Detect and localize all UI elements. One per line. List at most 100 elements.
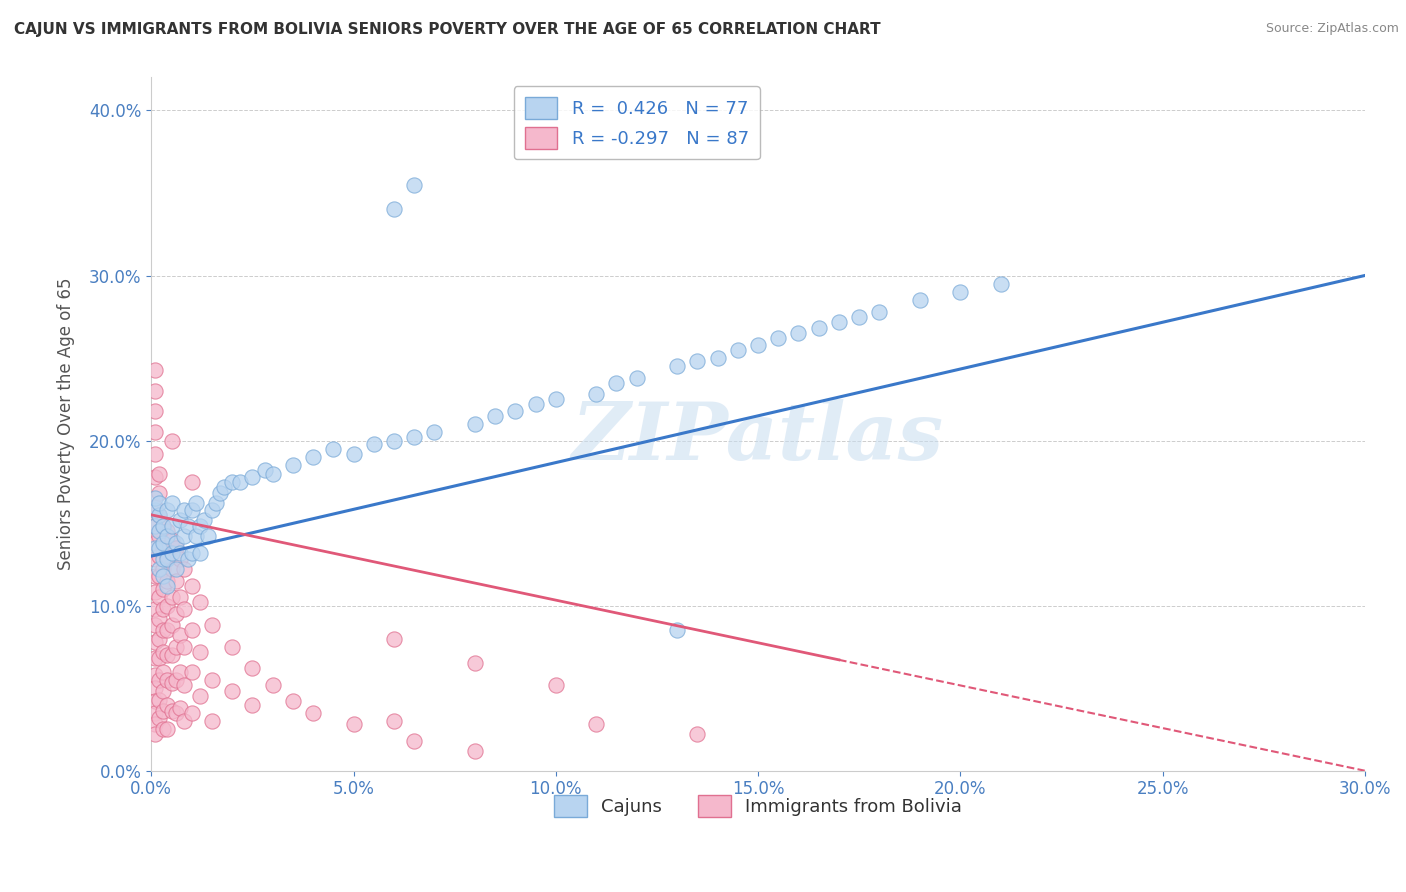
Point — [148, 467, 170, 481]
Point — [148, 612, 170, 626]
Point — [160, 618, 183, 632]
Point — [165, 574, 187, 588]
Point — [209, 486, 232, 500]
Point — [143, 491, 166, 506]
Point — [148, 591, 170, 605]
Point — [242, 698, 264, 712]
Point — [143, 681, 166, 695]
Point — [990, 277, 1012, 291]
Point — [143, 552, 166, 566]
Point — [544, 678, 567, 692]
Point — [787, 326, 810, 341]
Point — [342, 717, 364, 731]
Point — [173, 529, 195, 543]
Point — [165, 607, 187, 621]
Point — [404, 178, 426, 192]
Point — [949, 285, 972, 299]
Point — [148, 651, 170, 665]
Point — [143, 569, 166, 583]
Point — [143, 694, 166, 708]
Point — [156, 723, 179, 737]
Point — [165, 541, 187, 555]
Point — [148, 508, 170, 522]
Point — [143, 470, 166, 484]
Point — [156, 624, 179, 638]
Point — [152, 552, 174, 566]
Point — [143, 727, 166, 741]
Point — [148, 541, 170, 555]
Point — [156, 549, 179, 563]
Point — [221, 640, 243, 654]
Point — [505, 404, 527, 418]
Point — [169, 591, 191, 605]
Point — [201, 503, 224, 517]
Point — [281, 694, 304, 708]
Point — [404, 430, 426, 444]
Point — [156, 574, 179, 588]
Point — [148, 632, 170, 646]
Point — [156, 552, 179, 566]
Point — [156, 529, 179, 543]
Point — [180, 503, 202, 517]
Point — [188, 645, 211, 659]
Point — [188, 519, 211, 533]
Point — [382, 714, 405, 728]
Point — [143, 404, 166, 418]
Text: CAJUN VS IMMIGRANTS FROM BOLIVIA SENIORS POVERTY OVER THE AGE OF 65 CORRELATION : CAJUN VS IMMIGRANTS FROM BOLIVIA SENIORS… — [14, 22, 880, 37]
Point — [180, 706, 202, 720]
Point — [281, 458, 304, 473]
Point — [152, 536, 174, 550]
Point — [169, 628, 191, 642]
Point — [143, 425, 166, 440]
Text: Source: ZipAtlas.com: Source: ZipAtlas.com — [1265, 22, 1399, 36]
Point — [464, 417, 486, 431]
Point — [152, 602, 174, 616]
Point — [242, 470, 264, 484]
Point — [544, 392, 567, 407]
Point — [727, 343, 749, 357]
Point — [686, 727, 709, 741]
Point — [173, 602, 195, 616]
Point — [148, 549, 170, 563]
Point — [148, 529, 170, 543]
Point — [160, 496, 183, 510]
Point — [686, 354, 709, 368]
Point — [197, 529, 219, 543]
Point — [148, 692, 170, 706]
Point — [148, 486, 170, 500]
Point — [143, 500, 166, 514]
Point — [666, 624, 689, 638]
Point — [302, 450, 325, 464]
Point — [160, 591, 183, 605]
Point — [143, 503, 166, 517]
Point — [585, 387, 607, 401]
Point — [188, 595, 211, 609]
Point — [382, 632, 405, 646]
Point — [160, 434, 183, 448]
Point — [342, 447, 364, 461]
Point — [143, 585, 166, 599]
Point — [382, 434, 405, 448]
Point — [160, 546, 183, 560]
Point — [160, 648, 183, 662]
Point — [221, 475, 243, 489]
Point — [143, 519, 166, 533]
Point — [165, 706, 187, 720]
Point — [221, 684, 243, 698]
Point — [148, 496, 170, 510]
Point — [382, 202, 405, 217]
Point — [169, 701, 191, 715]
Point — [173, 678, 195, 692]
Point — [180, 579, 202, 593]
Point — [152, 562, 174, 576]
Point — [585, 717, 607, 731]
Point — [262, 467, 284, 481]
Point — [143, 635, 166, 649]
Point — [143, 651, 166, 665]
Point — [173, 714, 195, 728]
Point — [253, 463, 276, 477]
Point — [212, 480, 235, 494]
Point — [152, 704, 174, 718]
Point — [152, 684, 174, 698]
Point — [148, 711, 170, 725]
